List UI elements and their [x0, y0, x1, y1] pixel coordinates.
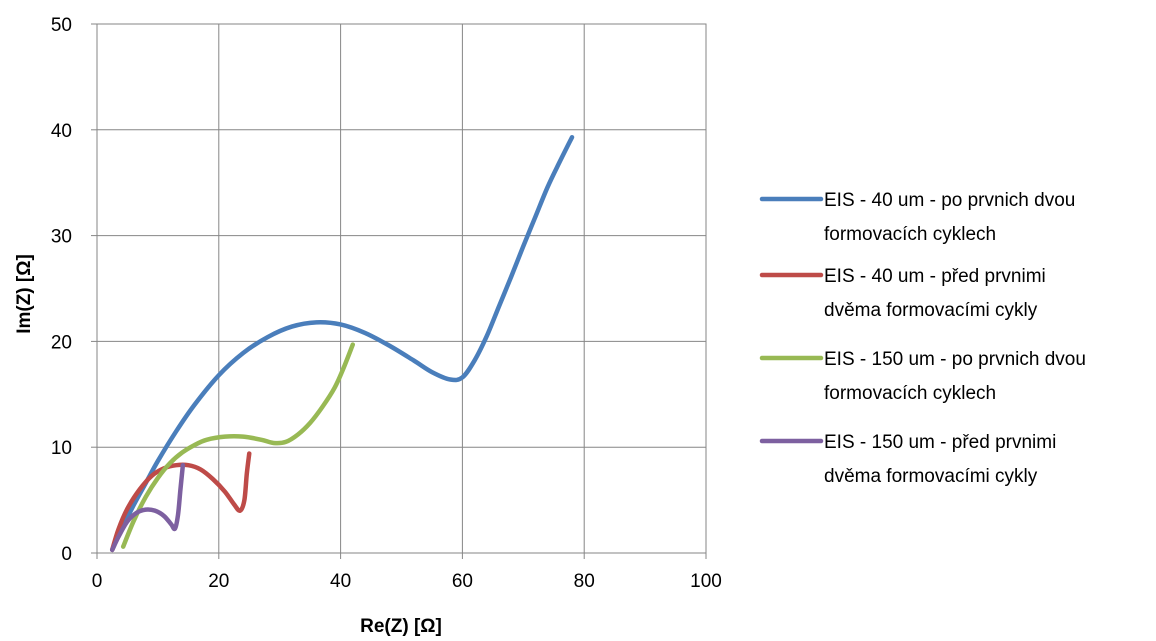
legend-label-4: EIS - 150 um - před prvnimi — [824, 432, 1056, 453]
x-tick-label: 20 — [208, 571, 229, 592]
x-tick-label: 60 — [452, 571, 473, 592]
x-tick-label: 100 — [690, 571, 722, 592]
series-line-1 — [109, 134, 575, 553]
y-tick-label: 30 — [51, 227, 72, 248]
x-tick-label: 40 — [330, 571, 351, 592]
x-axis-title: Re(Z) [Ω] — [360, 616, 442, 637]
plot-area-border — [96, 23, 707, 554]
legend-label-3: formovacích cyklech — [824, 383, 996, 404]
series-line-2 — [109, 451, 252, 553]
y-tick-label: 20 — [51, 332, 72, 353]
y-tick-label: 40 — [51, 121, 72, 142]
y-axis-title: Im(Z) [Ω] — [14, 254, 35, 334]
data-series — [109, 134, 575, 553]
y-tick-label: 50 — [51, 15, 72, 36]
legend-label-1: EIS - 40 um - po prvnich dvou — [824, 190, 1075, 211]
series-line-4 — [109, 462, 186, 553]
legend-label-1: formovacích cyklech — [824, 224, 996, 245]
legend-label-4: dvěma formovacími cykly — [824, 466, 1038, 487]
legend-label-2: EIS - 40 um - před prvnimi — [824, 266, 1046, 287]
x-tick-label: 0 — [92, 571, 103, 592]
legend-label-2: dvěma formovacími cykly — [824, 300, 1038, 321]
tick-labels: 0 20 40 60 80 100 0 10 20 30 40 50 — [51, 15, 722, 592]
y-tick-label: 0 — [61, 544, 72, 565]
legend: EIS - 40 um - po prvnich dvou formovacích… — [759, 190, 1086, 487]
plot-border — [96, 23, 707, 554]
legend-label-3: EIS - 150 um - po prvnich dvou — [824, 349, 1086, 370]
series-line-3 — [120, 342, 356, 549]
y-tick-label: 10 — [51, 438, 72, 459]
grid-lines — [91, 23, 707, 559]
x-tick-label: 80 — [574, 571, 595, 592]
